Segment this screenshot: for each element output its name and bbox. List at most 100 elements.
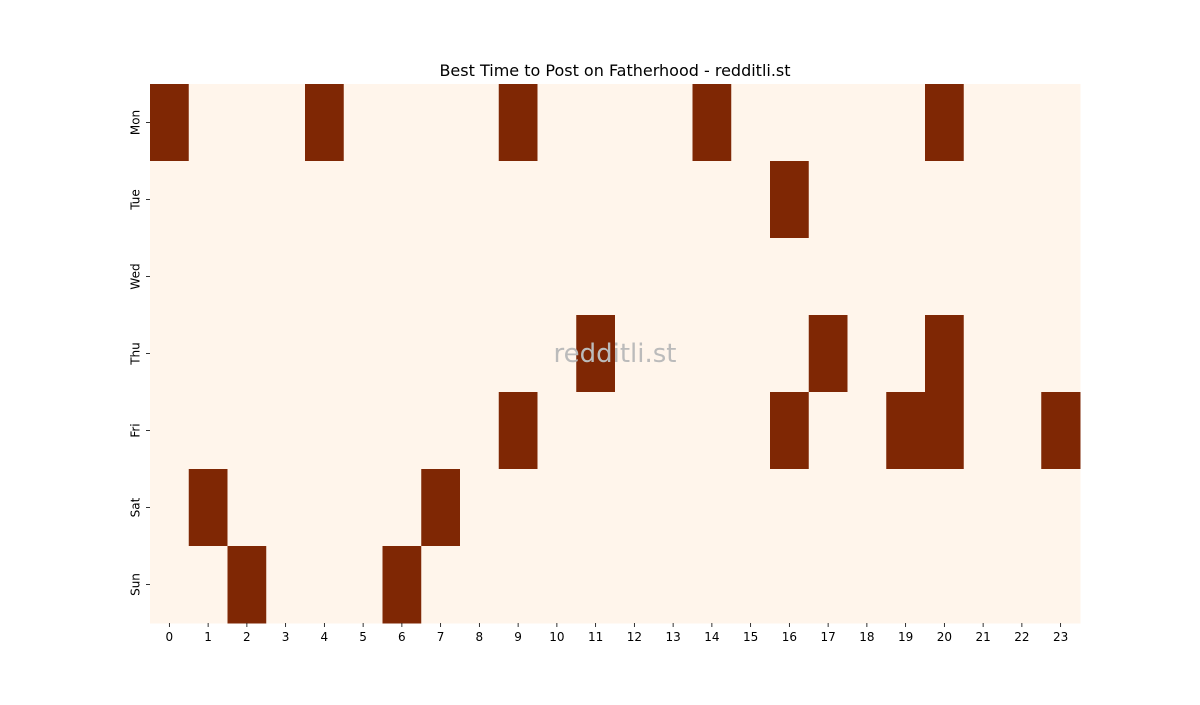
- heatmap-cell-sat-13: [653, 469, 693, 547]
- heatmap-cell-sat-7: [421, 469, 461, 547]
- heatmap-cell-fri-1: [188, 392, 228, 470]
- heatmap-cell-tue-3: [266, 161, 306, 239]
- heatmap-cell-thu-18: [847, 315, 887, 393]
- chart-title: Best Time to Post on Fatherhood - reddit…: [439, 61, 790, 80]
- heatmap-cell-tue-6: [382, 161, 422, 239]
- x-tick-label: 14: [704, 630, 719, 644]
- heatmap-cell-sun-2: [227, 546, 267, 624]
- heatmap-cell-fri-12: [615, 392, 655, 470]
- y-tick-label: Sun: [129, 573, 143, 596]
- heatmap-cell-thu-23: [1041, 315, 1081, 393]
- heatmap-cell-thu-13: [653, 315, 693, 393]
- heatmap-cell-sat-17: [808, 469, 848, 547]
- heatmap-cell-sat-2: [227, 469, 267, 547]
- heatmap-cell-wed-22: [1002, 238, 1042, 316]
- heatmap-cell-thu-12: [615, 315, 655, 393]
- heatmap-cell-sun-9: [498, 546, 538, 624]
- heatmap-cell-mon-3: [266, 84, 306, 162]
- heatmap-cell-mon-15: [731, 84, 771, 162]
- heatmap-cell-thu-14: [692, 315, 732, 393]
- heatmap-cell-fri-0: [150, 392, 190, 470]
- heatmap-cell-sun-8: [460, 546, 500, 624]
- y-tick-label: Tue: [129, 189, 143, 211]
- heatmap-cell-mon-17: [808, 84, 848, 162]
- x-tick-label: 23: [1053, 630, 1068, 644]
- x-tick-label: 9: [514, 630, 522, 644]
- heatmap-cell-thu-2: [227, 315, 267, 393]
- heatmap-cell-wed-23: [1041, 238, 1081, 316]
- x-axis: 0 1 2 3 4 5 6 7 8 9 10 11 12 13 14 15 16 17 18 19 20 21 22 23: [166, 623, 1068, 644]
- heatmap-cell-tue-0: [150, 161, 190, 239]
- heatmap-cell-sat-20: [925, 469, 965, 547]
- heatmap-cell-wed-18: [847, 238, 887, 316]
- heatmap-cell-thu-10: [537, 315, 577, 393]
- heatmap-cell-sat-0: [150, 469, 190, 547]
- heatmap-cell-mon-19: [886, 84, 926, 162]
- heatmap-cell-mon-7: [421, 84, 461, 162]
- heatmap-cell-tue-2: [227, 161, 267, 239]
- heatmap-cell-tue-14: [692, 161, 732, 239]
- heatmap-cell-thu-22: [1002, 315, 1042, 393]
- heatmap-cell-thu-17: [808, 315, 848, 393]
- heatmap-cell-sun-6: [382, 546, 422, 624]
- heatmap-cell-sat-1: [188, 469, 228, 547]
- heatmap-cell-tue-19: [886, 161, 926, 239]
- heatmap-cell-sun-23: [1041, 546, 1081, 624]
- heatmap-cell-mon-2: [227, 84, 267, 162]
- x-tick-label: 0: [166, 630, 174, 644]
- x-tick-label: 2: [243, 630, 251, 644]
- x-tick-label: 5: [359, 630, 367, 644]
- heatmap-cell-fri-13: [653, 392, 693, 470]
- heatmap-cell-tue-21: [963, 161, 1003, 239]
- heatmap-cell-mon-20: [925, 84, 965, 162]
- x-tick-label: 6: [398, 630, 406, 644]
- heatmap-cell-sat-16: [770, 469, 810, 547]
- heatmap-cell-fri-16: [770, 392, 810, 470]
- heatmap-cell-tue-16: [770, 161, 810, 239]
- heatmap-cell-tue-17: [808, 161, 848, 239]
- heatmap-cell-thu-11: [576, 315, 616, 393]
- heatmap-cell-sat-19: [886, 469, 926, 547]
- x-tick-label: 19: [898, 630, 913, 644]
- heatmap-cell-mon-12: [615, 84, 655, 162]
- heatmap-cell-fri-11: [576, 392, 616, 470]
- y-axis: Mon Tue Wed Thu Fri Sat Sun: [129, 110, 150, 596]
- heatmap-cell-sun-3: [266, 546, 306, 624]
- heatmap-cell-sat-22: [1002, 469, 1042, 547]
- heatmap-cell-fri-10: [537, 392, 577, 470]
- heatmap-cell-sat-10: [537, 469, 577, 547]
- heatmap-cell-wed-15: [731, 238, 771, 316]
- heatmap-cell-sat-4: [305, 469, 345, 547]
- heatmap-cell-mon-21: [963, 84, 1003, 162]
- heatmap-cell-fri-7: [421, 392, 461, 470]
- heatmap-cell-wed-10: [537, 238, 577, 316]
- x-tick-label: 15: [743, 630, 758, 644]
- heatmap-cell-tue-1: [188, 161, 228, 239]
- heatmap-cell-thu-3: [266, 315, 306, 393]
- heatmap-cell-wed-13: [653, 238, 693, 316]
- heatmap-cell-thu-21: [963, 315, 1003, 393]
- x-tick-label: 22: [1014, 630, 1029, 644]
- heatmap-cell-sat-23: [1041, 469, 1081, 547]
- heatmap-cell-wed-2: [227, 238, 267, 316]
- x-tick-label: 20: [937, 630, 952, 644]
- heatmap-cell-thu-6: [382, 315, 422, 393]
- heatmap-cell-fri-19: [886, 392, 926, 470]
- heatmap-cell-thu-5: [343, 315, 383, 393]
- heatmap-cell-sun-12: [615, 546, 655, 624]
- heatmap-cell-tue-20: [925, 161, 965, 239]
- heatmap-cell-sat-21: [963, 469, 1003, 547]
- y-tick-label: Thu: [129, 342, 143, 366]
- heatmap-cell-wed-8: [460, 238, 500, 316]
- heatmap-cell-fri-17: [808, 392, 848, 470]
- heatmap-cell-fri-20: [925, 392, 965, 470]
- heatmap-cell-tue-9: [498, 161, 538, 239]
- heatmap-cell-fri-4: [305, 392, 345, 470]
- y-tick-label: Fri: [129, 423, 143, 437]
- heatmap-cell-sun-5: [343, 546, 383, 624]
- heatmap-cell-tue-13: [653, 161, 693, 239]
- heatmap-cell-fri-15: [731, 392, 771, 470]
- heatmap-cell-sat-3: [266, 469, 306, 547]
- heatmap-cell-thu-0: [150, 315, 190, 393]
- heatmap-cell-sun-17: [808, 546, 848, 624]
